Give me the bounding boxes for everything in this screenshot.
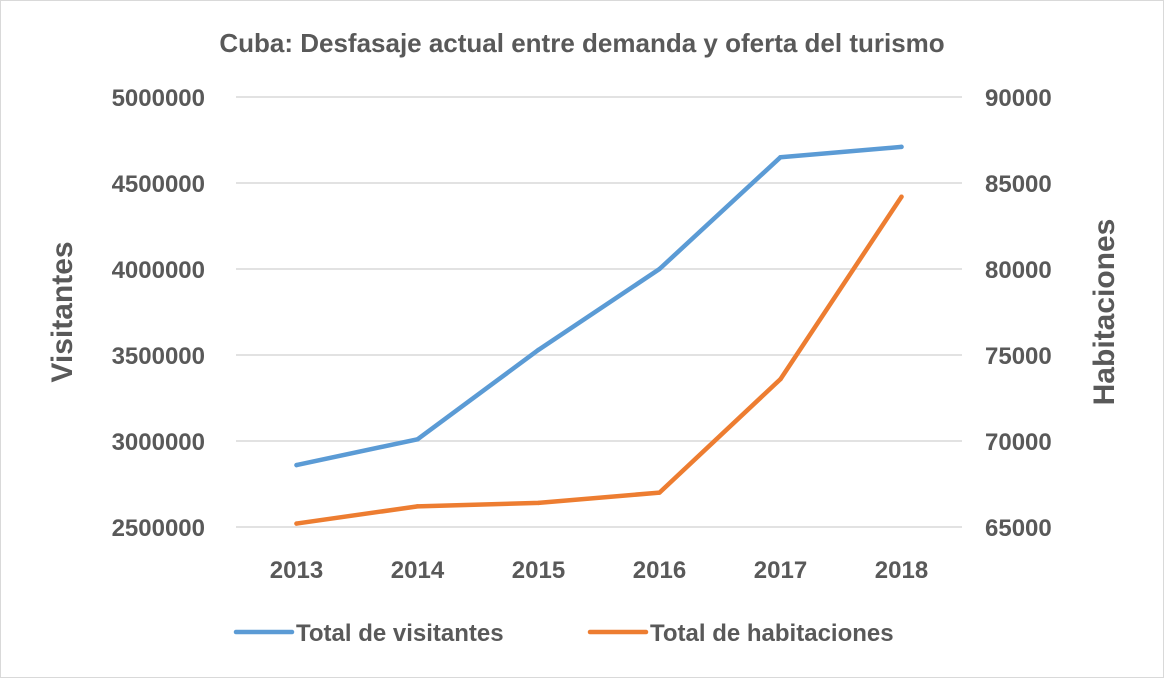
x-tick-label: 2015	[512, 557, 565, 584]
x-axis-ticks: 2013 2014 2015 2016 2017 2018	[270, 557, 928, 584]
right-tick-label: 90000	[985, 85, 1052, 112]
data-point	[294, 521, 299, 526]
left-tick-label: 5000000	[112, 85, 205, 112]
data-point	[415, 437, 420, 442]
data-point	[778, 155, 783, 160]
data-point	[778, 376, 783, 382]
left-tick-label: 2500000	[112, 515, 205, 542]
x-tick-label: 2016	[633, 557, 686, 584]
right-tick-label: 75000	[985, 343, 1052, 370]
data-point	[657, 266, 662, 272]
gridlines	[236, 96, 962, 528]
left-tick-label: 4500000	[112, 171, 205, 198]
left-tick-label: 3500000	[112, 343, 205, 370]
legend: Total de visitantes Total de habitaciones	[233, 620, 894, 647]
right-axis-title: Habitaciones	[1088, 219, 1121, 406]
series-line-1	[294, 194, 904, 526]
right-tick-label: 65000	[985, 515, 1052, 542]
chart-title: Cuba: Desfasaje actual entre demanda y o…	[219, 28, 944, 58]
data-point	[899, 144, 904, 150]
right-tick-label: 70000	[985, 429, 1052, 456]
data-point	[536, 500, 541, 506]
right-tick-label: 80000	[985, 257, 1052, 284]
right-axis-ticks: 65000 70000 75000 80000 85000 90000	[985, 85, 1052, 542]
left-tick-label: 3000000	[112, 429, 205, 456]
left-axis-title: Visitantes	[46, 241, 79, 382]
left-axis-ticks: 2500000 3000000 3500000 4000000 4500000 50000…	[112, 85, 205, 542]
data-point	[536, 347, 541, 353]
x-tick-label: 2013	[270, 557, 323, 584]
right-tick-label: 85000	[985, 171, 1052, 198]
x-tick-label: 2017	[754, 557, 807, 584]
x-tick-label: 2014	[391, 557, 445, 584]
series-lines	[294, 144, 904, 526]
legend-label: Total de habitaciones	[650, 620, 894, 647]
data-point	[657, 490, 662, 495]
data-point	[415, 504, 420, 509]
data-point	[294, 462, 299, 468]
series-line-0	[294, 144, 904, 468]
x-tick-label: 2018	[875, 557, 928, 584]
data-point	[899, 194, 904, 199]
left-tick-label: 4000000	[112, 257, 205, 284]
legend-label: Total de visitantes	[296, 620, 504, 647]
